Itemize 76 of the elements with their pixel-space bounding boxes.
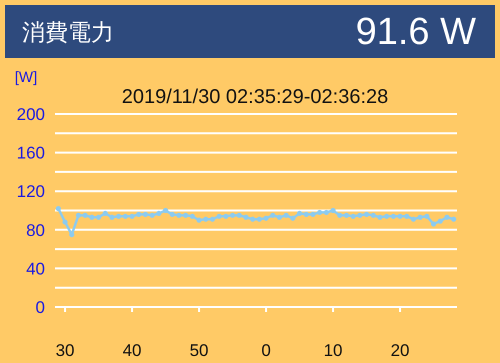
point — [203, 216, 208, 222]
point — [210, 216, 216, 222]
point — [243, 214, 249, 220]
point — [142, 212, 148, 217]
point — [256, 216, 262, 222]
point — [236, 212, 242, 218]
point — [150, 212, 155, 218]
point — [350, 214, 356, 219]
x-tick-label: 30 — [56, 341, 75, 360]
point — [96, 214, 102, 220]
point — [317, 210, 322, 216]
point — [444, 214, 450, 220]
point — [62, 219, 68, 225]
point — [250, 216, 256, 222]
point — [296, 210, 302, 216]
x-tick-label: 50 — [190, 341, 209, 360]
point — [76, 212, 82, 218]
x-tick-label: 40 — [122, 341, 142, 360]
chart-subtitle: 2019/11/30 02:35:29-02:36:28 — [122, 86, 388, 108]
y-tick-label: 200 — [16, 105, 45, 124]
point — [129, 214, 135, 219]
text: 91.6 W — [356, 11, 476, 53]
point — [424, 214, 430, 219]
point — [310, 212, 316, 217]
point — [183, 212, 188, 218]
point — [263, 216, 269, 221]
point — [270, 212, 276, 218]
point — [330, 208, 336, 214]
point — [410, 216, 416, 222]
chart-title: 消費電力 — [22, 19, 114, 45]
point — [82, 212, 88, 218]
point — [162, 208, 168, 214]
point — [190, 214, 195, 219]
point — [276, 214, 282, 220]
point — [384, 214, 390, 219]
point — [304, 212, 309, 217]
point — [109, 214, 115, 220]
point — [89, 214, 94, 220]
point — [69, 232, 74, 238]
point — [404, 214, 410, 219]
y-tick-label: 160 — [16, 144, 45, 163]
point — [370, 212, 376, 218]
point — [230, 212, 236, 218]
point — [56, 206, 61, 212]
point — [136, 212, 142, 217]
point — [170, 212, 175, 217]
point — [290, 216, 296, 221]
point — [377, 214, 383, 220]
point — [176, 212, 182, 218]
point — [196, 218, 202, 223]
point — [418, 214, 423, 220]
y-tick-label: 120 — [16, 182, 45, 202]
x-tick-label: 0 — [261, 341, 271, 360]
y-tick-label: 40 — [26, 259, 45, 278]
point — [451, 216, 456, 222]
point — [156, 210, 162, 216]
point — [357, 212, 362, 218]
point — [216, 214, 222, 219]
x-tick-label: 20 — [390, 341, 410, 360]
point — [438, 218, 443, 224]
point — [223, 214, 228, 219]
point — [397, 214, 403, 219]
point — [430, 221, 436, 227]
point — [122, 214, 128, 219]
point — [324, 210, 329, 216]
point — [284, 212, 289, 218]
point — [337, 212, 342, 218]
y-tick-label: 0 — [36, 298, 45, 317]
point — [390, 214, 396, 219]
y-tick-label: 80 — [26, 220, 45, 240]
point — [116, 214, 122, 219]
x-tick-label: 10 — [324, 341, 343, 360]
y-axis-title: [W] — [14, 69, 38, 86]
point — [344, 212, 350, 218]
point — [102, 210, 108, 216]
point — [364, 212, 370, 217]
